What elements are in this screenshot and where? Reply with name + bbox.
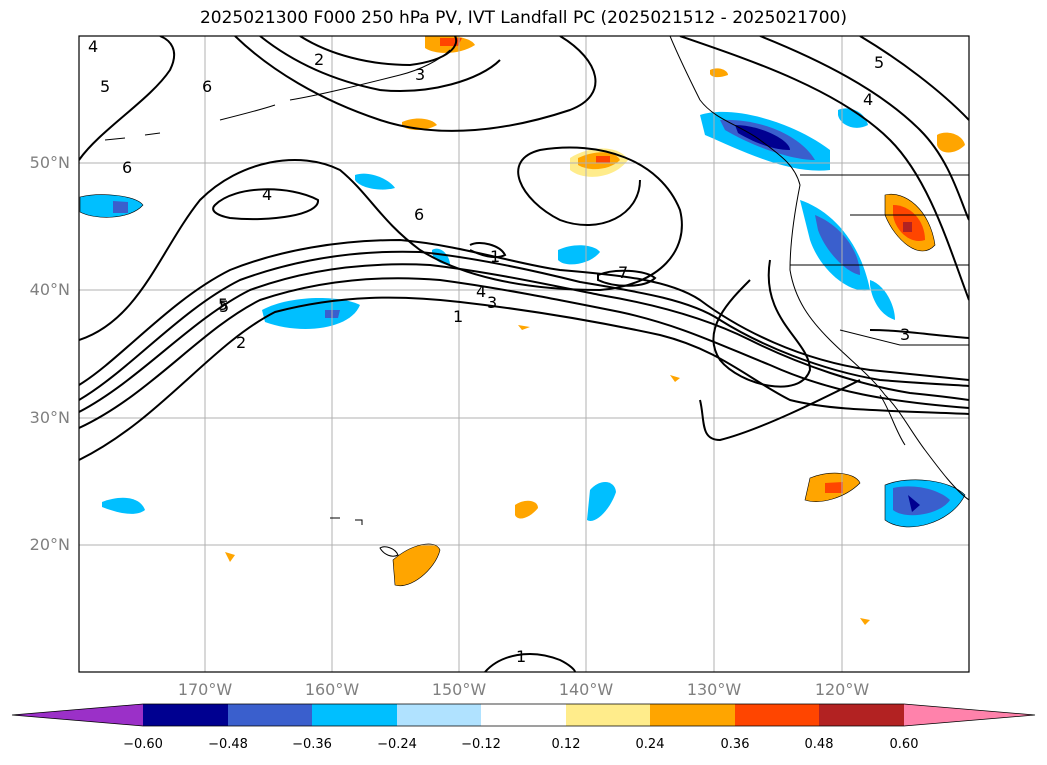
contour-label: 4 (476, 282, 486, 301)
lat-label: 50°N (29, 153, 70, 172)
contour-label: 5 (218, 295, 228, 314)
map-title: 2025021300 F000 250 hPa PV, IVT Landfall… (199, 8, 847, 28)
contour-label: 7 (618, 263, 628, 282)
contour-labels: 4 5 6 2 3 5 6 4 6 5 2 1 3 4 7 1 4 5 3 1 (88, 37, 910, 666)
colorbar-tick: 0.24 (635, 737, 665, 752)
lon-label: 130°W (686, 680, 742, 699)
colorbar-segment (650, 704, 735, 726)
contour-label: 2 (314, 50, 324, 69)
lon-label: 120°W (814, 680, 870, 699)
colorbar-tick: 0.36 (720, 737, 750, 752)
contour-label: 6 (122, 158, 132, 177)
contour-label: 3 (487, 293, 497, 312)
lon-label: 170°W (177, 680, 233, 699)
contour-label: 1 (490, 247, 500, 266)
contour-label: 1 (516, 647, 526, 666)
contour-label: 2 (236, 333, 246, 352)
contour-label: 4 (863, 90, 873, 109)
colorbar-segment (566, 704, 650, 726)
contour-label: 6 (414, 205, 424, 224)
negative-anomalies (80, 108, 965, 527)
colorbar-extend-low (12, 704, 143, 726)
contour-label: 5 (219, 297, 229, 316)
colorbar (11, 703, 1036, 727)
colorbar-segment (735, 704, 819, 726)
contour-label: 1 (453, 307, 463, 326)
map-frame (78, 35, 970, 673)
contour-label: 4 (262, 185, 272, 204)
colorbar-extend-high (904, 704, 1035, 726)
lon-label: 150°W (431, 680, 487, 699)
contour-label: 5 (100, 77, 110, 96)
colorbar-tick: −0.24 (377, 737, 417, 752)
colorbar-tick: −0.48 (208, 737, 248, 752)
contour-label: 6 (202, 77, 212, 96)
lon-label: 140°W (558, 680, 614, 699)
lat-label: 30°N (29, 408, 70, 427)
coastlines (104, 36, 969, 557)
contour-label: 3 (415, 65, 425, 84)
contour-label: 3 (900, 325, 910, 344)
colorbar-segment (228, 704, 312, 726)
lat-label: 20°N (29, 535, 70, 554)
contour-label: 4 (88, 37, 98, 56)
colorbar-segment (819, 704, 904, 726)
graticule (79, 36, 969, 672)
colorbar-tick: 0.60 (889, 737, 919, 752)
colorbar-segment (143, 704, 228, 726)
colorbar-tick: −0.12 (461, 737, 501, 752)
colorbar-segment (481, 704, 566, 726)
lat-label: 40°N (29, 280, 70, 299)
lon-label: 160°W (304, 680, 360, 699)
colorbar-tick: 0.48 (804, 737, 834, 752)
pv-contours (79, 36, 969, 672)
colorbar-segment (312, 704, 397, 726)
colorbar-segment (397, 704, 481, 726)
colorbar-tick: 0.12 (551, 737, 581, 752)
colorbar-tick: −0.36 (292, 737, 332, 752)
colorbar-tick: −0.60 (123, 737, 163, 752)
contour-label: 5 (874, 53, 884, 72)
